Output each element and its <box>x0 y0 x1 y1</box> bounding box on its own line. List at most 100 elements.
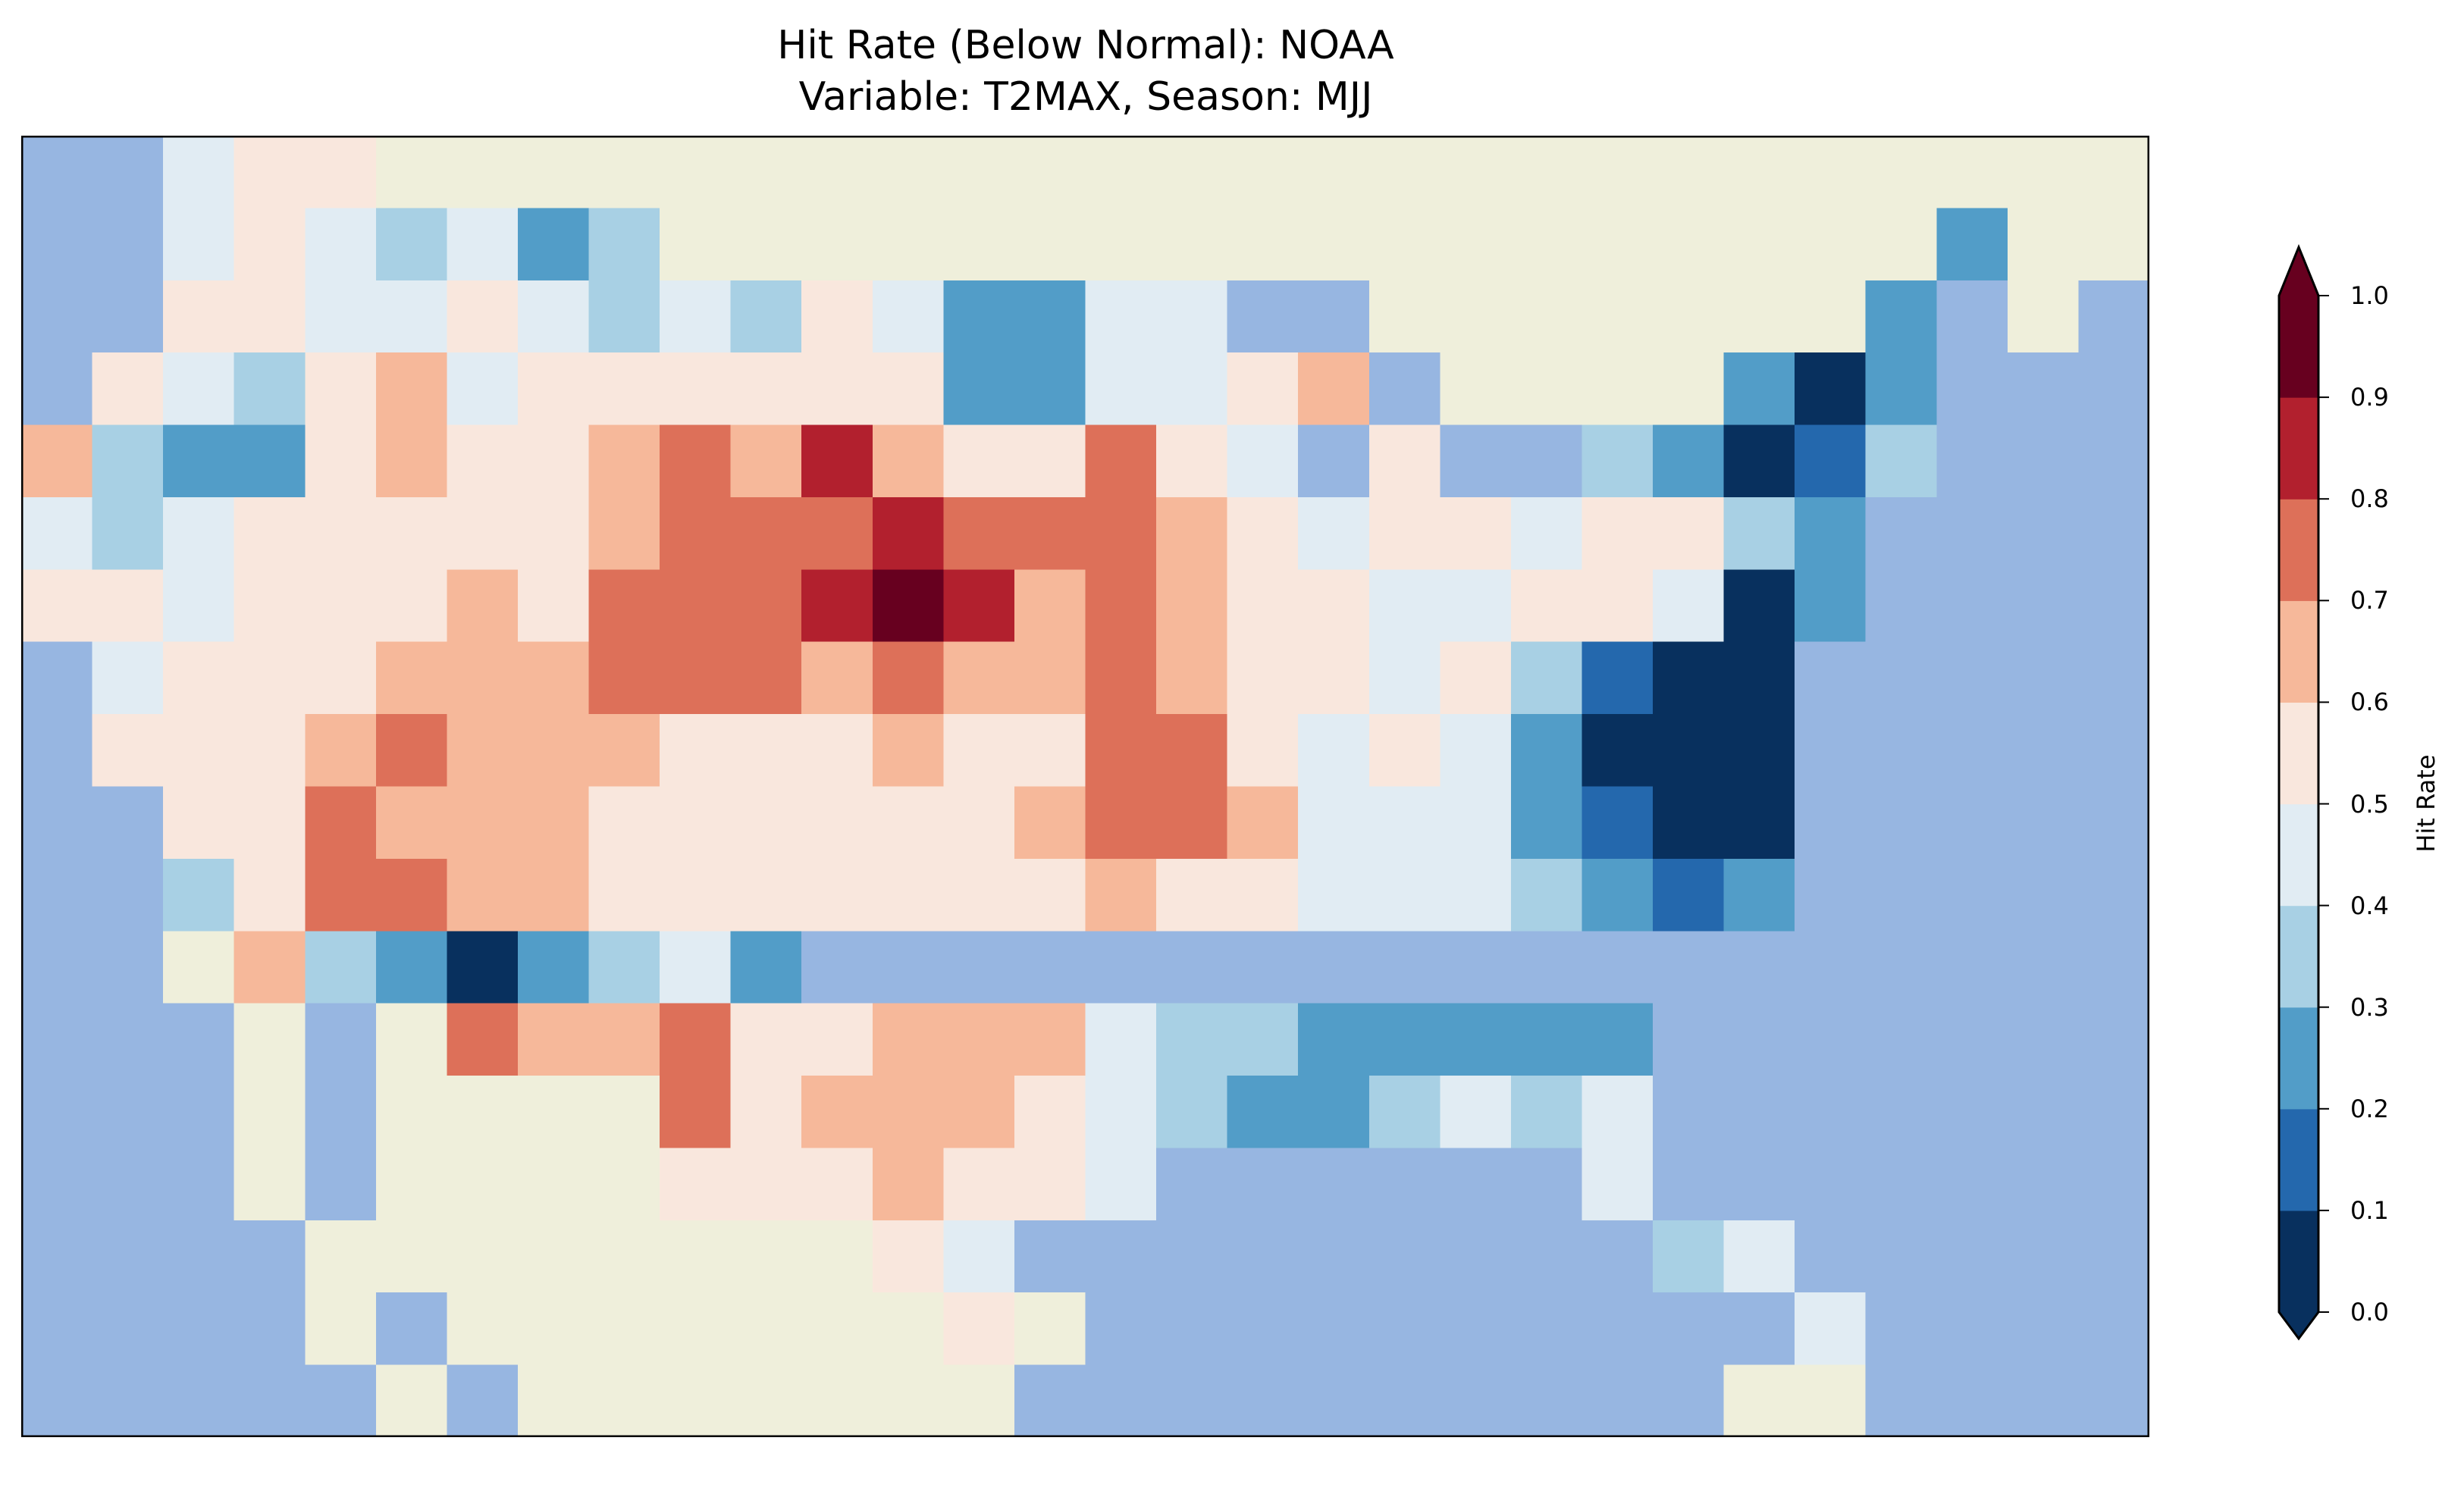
hit-rate-cell <box>1085 280 1157 353</box>
hit-rate-cell <box>1368 424 1441 498</box>
hit-rate-cell <box>1085 424 1157 498</box>
ocean-cell <box>1936 1220 2008 1293</box>
land-cell <box>1368 208 1441 281</box>
lake-cell <box>1298 280 1370 353</box>
ocean-cell <box>1865 569 1938 643</box>
lake-cell <box>1510 424 1583 498</box>
hit-rate-cell <box>1723 1220 1795 1293</box>
colorbar-tick-label: 0.8 <box>2350 484 2389 514</box>
colorbar-bin <box>2279 600 2318 703</box>
ocean-cell <box>21 1292 93 1366</box>
ocean-cell <box>21 1220 93 1293</box>
land-cell <box>943 136 1015 209</box>
ocean-cell <box>1368 1220 1441 1293</box>
ocean-cell <box>1298 931 1370 1004</box>
hit-rate-cell <box>1156 496 1228 571</box>
hit-rate-cell <box>943 1292 1015 1366</box>
ocean-cell <box>1510 1148 1583 1221</box>
hit-rate-cell <box>1227 496 1299 571</box>
hit-rate-cell <box>801 496 873 571</box>
ocean-cell <box>1936 641 2008 715</box>
hit-rate-cell <box>518 496 590 571</box>
colorbar-tick-label: 0.0 <box>2350 1298 2389 1326</box>
land-cell <box>375 1364 448 1437</box>
ocean-cell <box>1865 786 1938 860</box>
ocean-cell <box>1227 1148 1299 1221</box>
land-cell <box>1440 208 1512 281</box>
ocean-cell <box>1085 931 1157 1004</box>
hit-rate-cell <box>447 208 519 281</box>
ocean-cell <box>1582 1220 1654 1293</box>
land-cell <box>588 1076 660 1149</box>
hit-rate-cell <box>872 641 945 715</box>
land-cell <box>801 136 873 209</box>
colorbar-bin <box>2279 296 2318 398</box>
ocean-cell <box>1865 1364 1938 1437</box>
ocean-cell <box>1795 1076 1867 1149</box>
colorbar-bin <box>2279 397 2318 500</box>
ocean-cell <box>21 931 93 1004</box>
hit-rate-cell <box>1014 280 1086 353</box>
hit-rate-cell <box>1156 714 1228 788</box>
ocean-cell <box>943 931 1015 1004</box>
land-cell <box>660 1292 732 1366</box>
hit-rate-map <box>21 136 2149 1437</box>
hit-rate-cell <box>305 352 377 426</box>
hit-rate-cell <box>1653 496 1725 571</box>
hit-rate-cell <box>1582 858 1654 932</box>
ocean-cell <box>2007 569 2080 643</box>
hit-rate-cell <box>1085 1148 1157 1221</box>
ocean-cell <box>234 1220 306 1293</box>
hit-rate-cell <box>943 641 1015 715</box>
colorbar-bin <box>2279 1007 2318 1110</box>
ocean-cell <box>92 1003 164 1076</box>
chart-subtitle: Variable: T2MAX, Season: MJJ <box>798 74 1373 120</box>
ocean-cell <box>92 786 164 860</box>
hit-rate-cell <box>1723 858 1795 932</box>
ocean-cell <box>92 1220 164 1293</box>
land-cell <box>1368 136 1441 209</box>
hit-rate-cell <box>1014 352 1086 426</box>
ocean-cell <box>2007 931 2080 1004</box>
ocean-cell <box>21 136 93 209</box>
colorbar-bin <box>2279 702 2318 805</box>
land-cell <box>730 1292 803 1366</box>
land-cell <box>872 1364 945 1437</box>
land-cell <box>2078 136 2149 209</box>
hit-rate-cell <box>1440 1003 1512 1076</box>
hit-rate-cell <box>1014 496 1086 571</box>
hit-rate-cell <box>588 208 660 281</box>
hit-rate-cell <box>730 424 803 498</box>
hit-rate-cell <box>1227 424 1299 498</box>
land-cell <box>234 1076 306 1149</box>
hit-rate-cell <box>1156 280 1228 353</box>
hit-rate-cell <box>801 424 873 498</box>
hit-rate-cell <box>1723 714 1795 788</box>
land-cell <box>1865 136 1938 209</box>
colorbar-bin <box>2279 905 2318 1008</box>
land-cell <box>2078 208 2149 281</box>
land-cell <box>801 1364 873 1437</box>
hit-rate-cell <box>21 424 93 498</box>
ocean-cell <box>21 714 93 788</box>
hit-rate-cell <box>1653 714 1725 788</box>
hit-rate-cell <box>872 1220 945 1293</box>
land-cell <box>518 1292 590 1366</box>
hit-rate-cell <box>447 931 519 1004</box>
hit-rate-cell <box>375 569 448 643</box>
ocean-cell <box>2007 1076 2080 1149</box>
hit-rate-cell <box>1227 714 1299 788</box>
hit-rate-cell <box>943 714 1015 788</box>
land-cell <box>1440 136 1512 209</box>
ocean-cell <box>1936 1292 2008 1366</box>
land-cell <box>1510 208 1583 281</box>
land-cell <box>1723 208 1795 281</box>
ocean-cell <box>1865 714 1938 788</box>
land-cell <box>1582 208 1654 281</box>
land-cell <box>730 136 803 209</box>
hit-rate-cell <box>1795 352 1867 426</box>
ocean-cell <box>2078 424 2149 498</box>
hit-rate-cell <box>660 1148 732 1221</box>
ocean-cell <box>1795 714 1867 788</box>
ocean-cell <box>1156 1292 1228 1366</box>
